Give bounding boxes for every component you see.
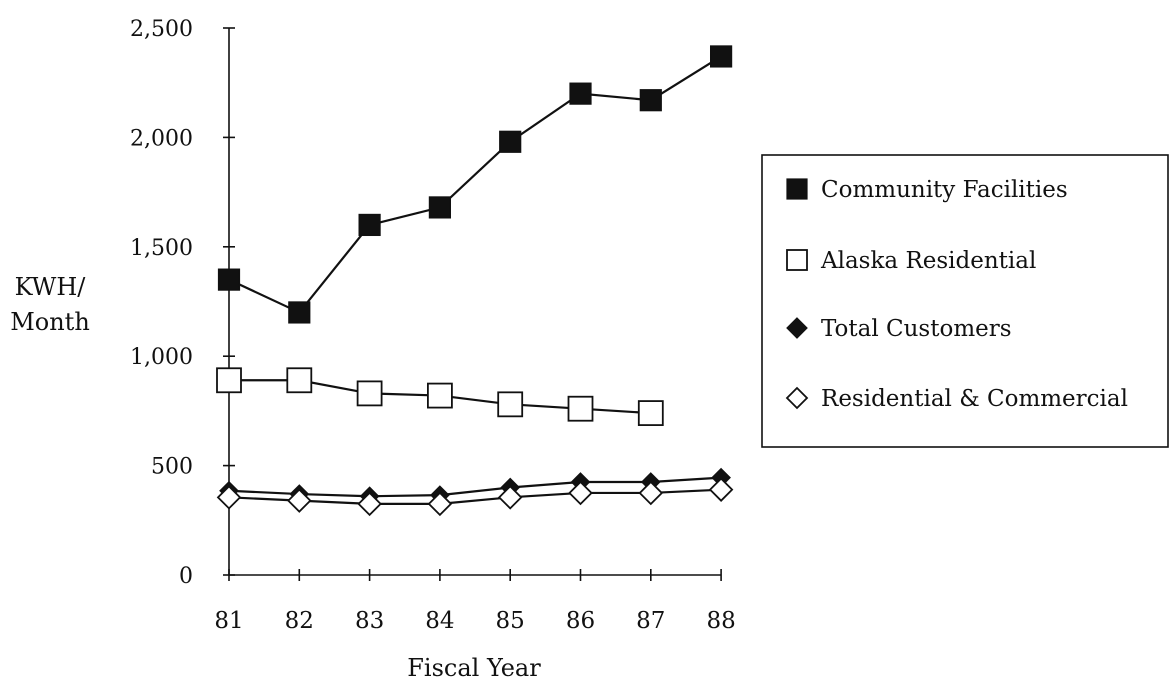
series-community-facilities <box>217 45 733 324</box>
data-point <box>497 485 523 510</box>
y-tick-label: 2,000 <box>130 126 193 151</box>
data-point <box>639 89 662 112</box>
x-tick-label: 88 <box>706 608 735 634</box>
data-point <box>288 301 311 324</box>
data-point <box>426 382 453 409</box>
x-tick-label: 87 <box>636 608 665 634</box>
series-line <box>228 55 722 314</box>
y-tick-label: 2,500 <box>130 17 193 42</box>
data-point <box>287 488 312 513</box>
legend-label: Total Customers <box>821 316 1012 342</box>
x-tick-label: 81 <box>214 608 243 634</box>
legend-marker <box>785 386 809 410</box>
series <box>216 45 734 517</box>
series-line <box>228 476 722 498</box>
data-point <box>709 45 733 68</box>
data-point <box>708 477 734 502</box>
legend-marker <box>786 249 808 271</box>
series-residential-and-commercial <box>216 477 734 517</box>
data-point <box>427 491 453 517</box>
data-point <box>216 367 242 394</box>
y-ticks: 0 500 1,000 1,500 2,000 2,500 <box>130 17 235 589</box>
legend-item: Community Facilities <box>786 177 1068 203</box>
legend-item: Alaska Residential <box>786 248 1036 274</box>
x-axis-title: Fiscal Year <box>407 654 541 682</box>
y-axis-title-line-2: Month <box>10 308 90 336</box>
data-point <box>217 268 241 291</box>
y-tick-label: 1,500 <box>130 236 193 261</box>
data-point <box>428 196 451 219</box>
y-tick-label: 0 <box>179 564 193 589</box>
legend-item: Total Customers <box>786 316 1012 342</box>
y-tick-label: 1,000 <box>130 345 193 370</box>
data-point <box>286 367 313 394</box>
x-tick-label: 83 <box>355 608 384 634</box>
legend: Community Facilities Alaska Residential To… <box>761 154 1169 448</box>
x-ticks: 81 82 83 84 85 86 87 88 <box>214 569 736 634</box>
legend-label: Residential & Commercial <box>821 386 1128 412</box>
data-point <box>216 485 242 510</box>
legend-label: Community Facilities <box>821 177 1068 203</box>
data-point <box>497 391 524 418</box>
legend-label: Alaska Residential <box>820 248 1036 274</box>
data-point <box>567 395 594 422</box>
y-tick-label: 500 <box>151 455 193 480</box>
legend-marker <box>786 178 808 200</box>
data-point <box>499 130 522 153</box>
x-tick-label: 84 <box>425 608 454 634</box>
x-tick-label: 82 <box>285 608 314 634</box>
data-point <box>568 480 593 506</box>
data-point <box>356 380 383 407</box>
x-tick-label: 85 <box>496 608 525 634</box>
legend-box <box>761 154 1169 448</box>
legend-marker <box>786 317 808 339</box>
y-axis-title-line-1: KWH/ <box>15 273 87 301</box>
data-point <box>357 491 382 517</box>
data-point <box>638 480 664 506</box>
data-point <box>358 213 381 237</box>
data-point <box>569 82 592 105</box>
series-alaska-residential <box>216 367 664 426</box>
data-point <box>637 400 664 426</box>
x-tick-label: 86 <box>566 608 595 634</box>
legend-item: Residential & Commercial <box>785 386 1128 412</box>
